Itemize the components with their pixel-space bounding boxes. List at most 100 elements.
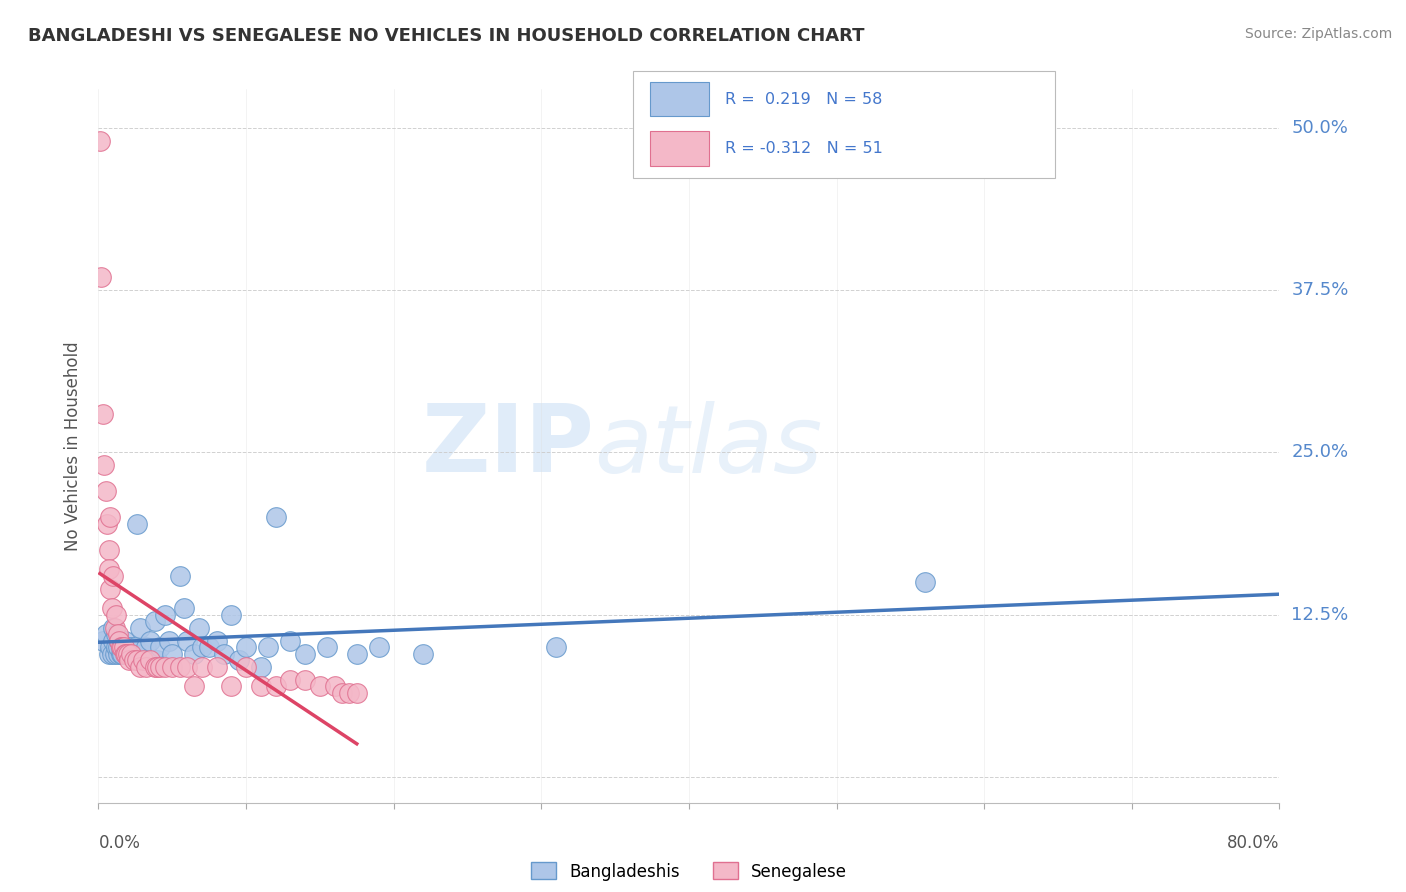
Point <box>219 607 242 622</box>
Point <box>368 640 391 654</box>
Y-axis label: No Vehicles in Household: No Vehicles in Household <box>65 341 83 551</box>
Point <box>98 582 121 596</box>
Point <box>111 647 134 661</box>
Point <box>278 673 302 687</box>
Point <box>235 659 257 673</box>
Point <box>97 542 120 557</box>
Point <box>346 685 368 699</box>
Point <box>294 673 316 687</box>
Point <box>103 621 125 635</box>
Point <box>96 516 118 531</box>
Point <box>108 633 131 648</box>
FancyBboxPatch shape <box>633 71 1054 178</box>
Point <box>97 562 120 576</box>
Text: R =  0.219   N = 58: R = 0.219 N = 58 <box>725 92 883 107</box>
Point <box>169 659 191 673</box>
Point <box>125 516 148 531</box>
Text: ZIP: ZIP <box>422 400 595 492</box>
Point <box>105 627 128 641</box>
Point <box>112 640 135 654</box>
Point <box>191 640 214 654</box>
Point <box>115 647 138 661</box>
Point <box>176 633 198 648</box>
Text: 50.0%: 50.0% <box>1291 120 1348 137</box>
Point <box>122 653 145 667</box>
Point <box>117 647 139 661</box>
Point <box>198 640 221 654</box>
Point <box>128 659 150 673</box>
Point <box>107 640 129 654</box>
Point <box>124 640 146 654</box>
Point <box>98 640 121 654</box>
Point <box>219 679 242 693</box>
Point <box>98 510 121 524</box>
Point <box>149 640 172 654</box>
Point <box>108 633 131 648</box>
Point <box>294 647 316 661</box>
Bar <box>650 82 709 116</box>
Point <box>139 653 162 667</box>
Point <box>205 659 228 673</box>
Point <box>228 653 250 667</box>
Point <box>128 621 150 635</box>
Point <box>91 407 114 421</box>
Point <box>139 633 162 648</box>
Text: BANGLADESHI VS SENEGALESE NO VEHICLES IN HOUSEHOLD CORRELATION CHART: BANGLADESHI VS SENEGALESE NO VEHICLES IN… <box>28 27 865 45</box>
Point <box>146 659 169 673</box>
Text: atlas: atlas <box>595 401 823 491</box>
Point <box>121 647 143 661</box>
Point <box>132 647 155 661</box>
Point <box>914 575 936 590</box>
Point <box>212 647 235 661</box>
Point <box>90 270 112 285</box>
Point <box>337 685 360 699</box>
Point <box>97 647 120 661</box>
Point <box>176 659 198 673</box>
Point <box>143 614 166 628</box>
Point <box>157 633 180 648</box>
Point <box>264 510 287 524</box>
Point <box>143 659 166 673</box>
Text: 25.0%: 25.0% <box>1291 443 1348 461</box>
Point <box>146 653 169 667</box>
Point <box>235 640 257 654</box>
Point <box>91 633 114 648</box>
Point <box>250 679 273 693</box>
Text: R = -0.312   N = 51: R = -0.312 N = 51 <box>725 141 883 156</box>
Bar <box>650 131 709 166</box>
Point <box>89 134 111 148</box>
Point <box>278 633 302 648</box>
Point <box>117 640 139 654</box>
Point <box>187 621 209 635</box>
Point <box>107 627 129 641</box>
Point <box>114 633 136 648</box>
Point <box>120 647 142 661</box>
Point <box>132 653 155 667</box>
Point <box>94 627 117 641</box>
Point <box>309 679 332 693</box>
Point <box>103 568 125 582</box>
Point <box>191 659 214 673</box>
Point <box>250 659 273 673</box>
Text: 12.5%: 12.5% <box>1291 606 1348 624</box>
Point <box>111 640 134 654</box>
Point <box>105 640 128 654</box>
Point <box>153 607 176 622</box>
Text: 37.5%: 37.5% <box>1291 281 1348 300</box>
Point <box>110 647 132 661</box>
Point <box>104 621 127 635</box>
Text: 0.0%: 0.0% <box>98 834 141 852</box>
Point <box>112 640 135 654</box>
Point <box>330 685 353 699</box>
Point <box>412 647 434 661</box>
Point <box>100 647 122 661</box>
Point <box>323 679 346 693</box>
Point <box>103 633 125 648</box>
Point <box>346 647 368 661</box>
Point <box>118 653 141 667</box>
Point <box>169 568 191 582</box>
Legend: Bangladeshis, Senegalese: Bangladeshis, Senegalese <box>524 855 853 888</box>
Point <box>183 647 205 661</box>
Text: 80.0%: 80.0% <box>1227 834 1279 852</box>
Point <box>107 647 129 661</box>
